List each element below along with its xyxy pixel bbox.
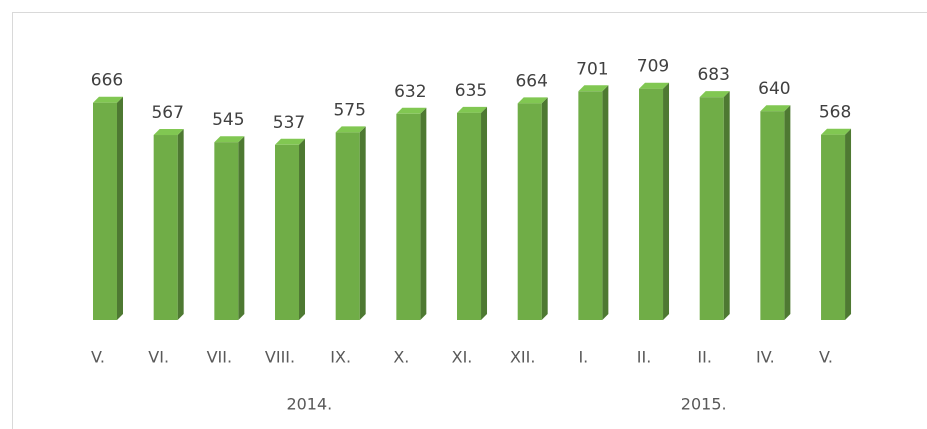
bar-top: [517, 97, 548, 104]
bar-top: [396, 107, 427, 114]
data-label: 632: [394, 82, 426, 102]
bar: [578, 85, 609, 320]
bar-side: [845, 128, 852, 320]
bar: [699, 91, 730, 320]
bar-side: [420, 107, 427, 320]
x-tick-label: XI.: [452, 348, 473, 367]
bar-side: [359, 126, 366, 320]
bar-side: [481, 106, 488, 320]
bar-top: [153, 129, 184, 136]
bar-front: [275, 144, 300, 320]
data-label: 666: [91, 71, 123, 91]
data-label: 640: [758, 79, 790, 99]
data-label: 635: [455, 81, 487, 101]
bar: [821, 128, 852, 320]
bar-front: [699, 97, 724, 320]
x-tick-label: II.: [697, 348, 712, 367]
data-label: 575: [333, 100, 365, 120]
bar: [275, 138, 306, 320]
x-tick-label: IV.: [756, 348, 775, 367]
bar-top: [275, 138, 306, 145]
x-tick-label: I.: [578, 348, 588, 367]
bar-front: [760, 111, 785, 320]
x-tick-label: VI.: [148, 348, 169, 367]
bar: [93, 96, 123, 320]
bar: [639, 82, 670, 320]
bar: [760, 105, 791, 320]
data-label: 664: [515, 71, 547, 91]
x-tick-label: VII.: [207, 348, 232, 367]
data-label: 683: [697, 65, 729, 85]
data-label: 537: [273, 113, 305, 133]
x-tick-label: X.: [393, 348, 409, 367]
bar: [517, 97, 548, 321]
x-tick-label: XII.: [510, 348, 535, 367]
bar-side: [784, 105, 791, 320]
bar-side: [238, 136, 245, 320]
bar: [457, 106, 488, 320]
chart-frame: [12, 12, 927, 429]
bar-front: [396, 113, 421, 320]
bar-front: [214, 142, 239, 320]
bar-top: [821, 128, 852, 135]
bar-side: [177, 129, 184, 320]
bar-side: [602, 85, 609, 320]
bar-top: [639, 82, 670, 89]
bar-top: [578, 85, 609, 92]
bar: [396, 107, 427, 320]
bar: [335, 126, 366, 320]
data-label: 567: [151, 103, 183, 123]
bar-top: [93, 96, 123, 103]
bar-front: [457, 112, 482, 320]
bar-top: [760, 105, 791, 112]
bar-top: [699, 91, 730, 98]
bar-side: [723, 91, 730, 320]
x-tick-label: V.: [91, 348, 105, 367]
bar-side: [541, 97, 548, 321]
data-label: 701: [576, 59, 608, 79]
bar-side: [117, 96, 123, 320]
bar-top: [214, 136, 245, 143]
bar-front: [517, 103, 542, 321]
bar-front: [153, 135, 178, 320]
x-group-label: 2015.: [681, 395, 727, 414]
bar: [153, 129, 184, 320]
x-tick-label: VIII.: [265, 348, 295, 367]
x-tick-label: IX.: [330, 348, 351, 367]
data-label: 545: [212, 110, 244, 130]
bar-top: [457, 106, 488, 113]
data-label: 568: [819, 103, 851, 123]
bar-front: [93, 102, 117, 320]
bar-top: [335, 126, 366, 133]
bar: [214, 136, 245, 320]
bar-front: [578, 91, 603, 320]
bar-front: [821, 134, 846, 320]
bar-front: [335, 132, 360, 320]
x-tick-label: II.: [637, 348, 652, 367]
x-tick-label: V.: [819, 348, 833, 367]
x-group-label: 2014.: [286, 395, 332, 414]
bar-side: [663, 82, 670, 320]
bar-side: [299, 138, 306, 320]
bar-front: [639, 88, 664, 320]
data-label: 709: [637, 57, 669, 77]
